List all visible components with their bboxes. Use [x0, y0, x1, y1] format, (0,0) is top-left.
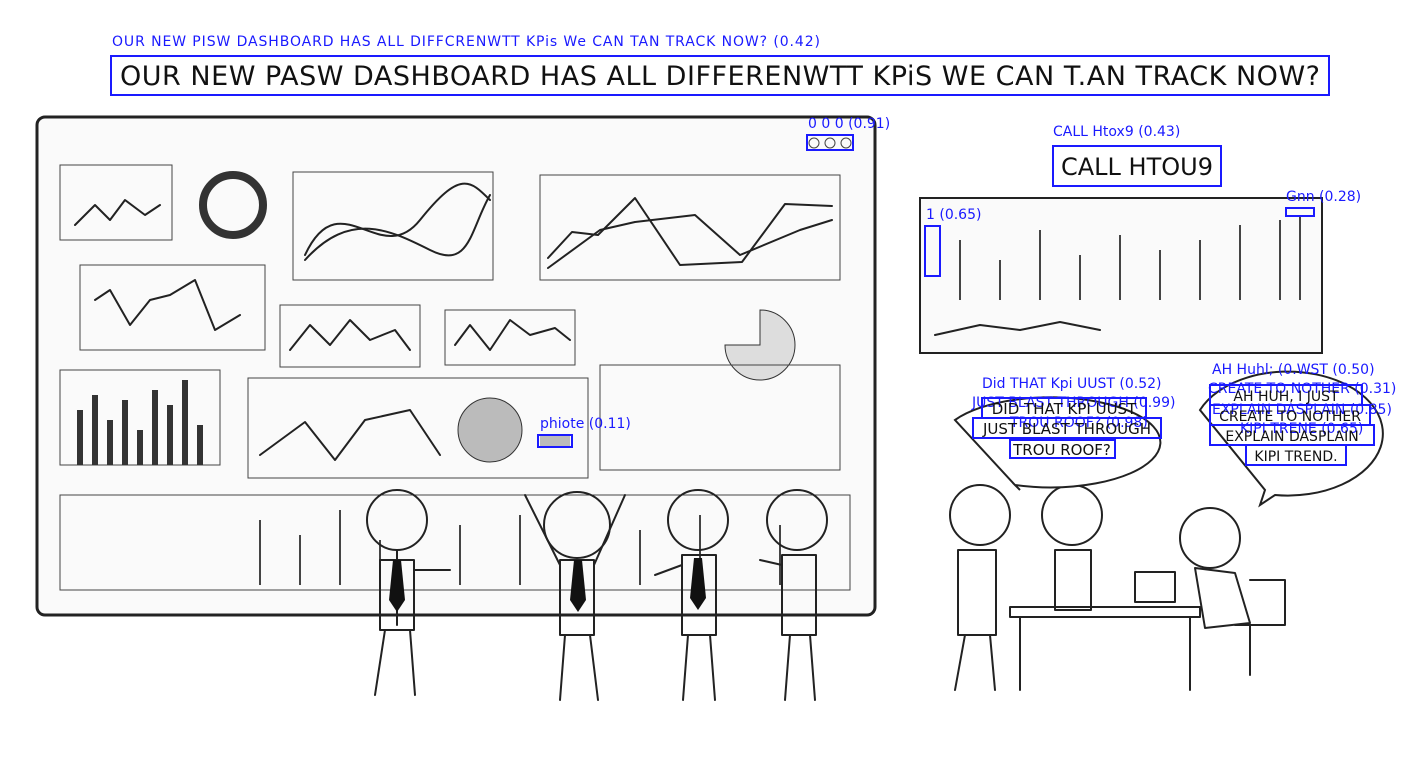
- left-bubble: [953, 396, 1162, 491]
- dashboard-sketches: [59, 137, 852, 591]
- ocr-label: 1 (0.65): [926, 207, 981, 223]
- ocr-box: [1052, 145, 1222, 187]
- bubble-line: DID THAT KPI UUST: [992, 400, 1137, 418]
- ocr-label: AH Huhl; (0.WST (0.50): [1212, 362, 1375, 378]
- bubble-line: KIPI TREND.: [1254, 449, 1337, 465]
- ocr-box: [972, 417, 1162, 439]
- phone-note: CALL HTOU9: [1061, 153, 1213, 181]
- ocr-box: [1009, 439, 1116, 459]
- bubble-line: AH HUH, I JUST: [1233, 389, 1339, 405]
- bubble-line: JUST BLAST THROUGH: [982, 420, 1151, 438]
- side-chart-bars: [959, 215, 1301, 300]
- bubble-line: TROU ROOF?: [1012, 441, 1111, 459]
- ocr-label: OUR NEW PISW DASHBOARD HAS ALL DIFFCRENW…: [112, 34, 820, 50]
- ties: [389, 558, 706, 612]
- side-chart-line: [934, 321, 1101, 336]
- ocr-box: [110, 55, 1330, 96]
- ocr-label: CALL Htox9 (0.43): [1053, 124, 1180, 140]
- ocr-label: Did THAT Kpi UUST (0.52): [982, 376, 1161, 392]
- ocr-label: 0 0 0 (0.91): [808, 116, 890, 132]
- ocr-box: [1245, 444, 1347, 466]
- people-left: [366, 489, 828, 701]
- ocr-label: Gnn (0.28): [1286, 189, 1361, 205]
- ocr-box: [806, 134, 854, 151]
- ocr-box: [537, 434, 573, 448]
- dashboard-board: [35, 115, 877, 617]
- ocr-box: [924, 225, 941, 277]
- ocr-label: phiote (0.11): [540, 416, 631, 432]
- headline: OUR NEW PASW DASHBOARD HAS ALL DIFFERENW…: [120, 61, 1320, 92]
- bubble-line: CREATE TO NOTHER: [1219, 409, 1361, 425]
- ocr-box: [1285, 207, 1315, 217]
- bubble-line: EXPLAIN DASPLAIN: [1225, 429, 1358, 445]
- people-right: [949, 484, 1286, 691]
